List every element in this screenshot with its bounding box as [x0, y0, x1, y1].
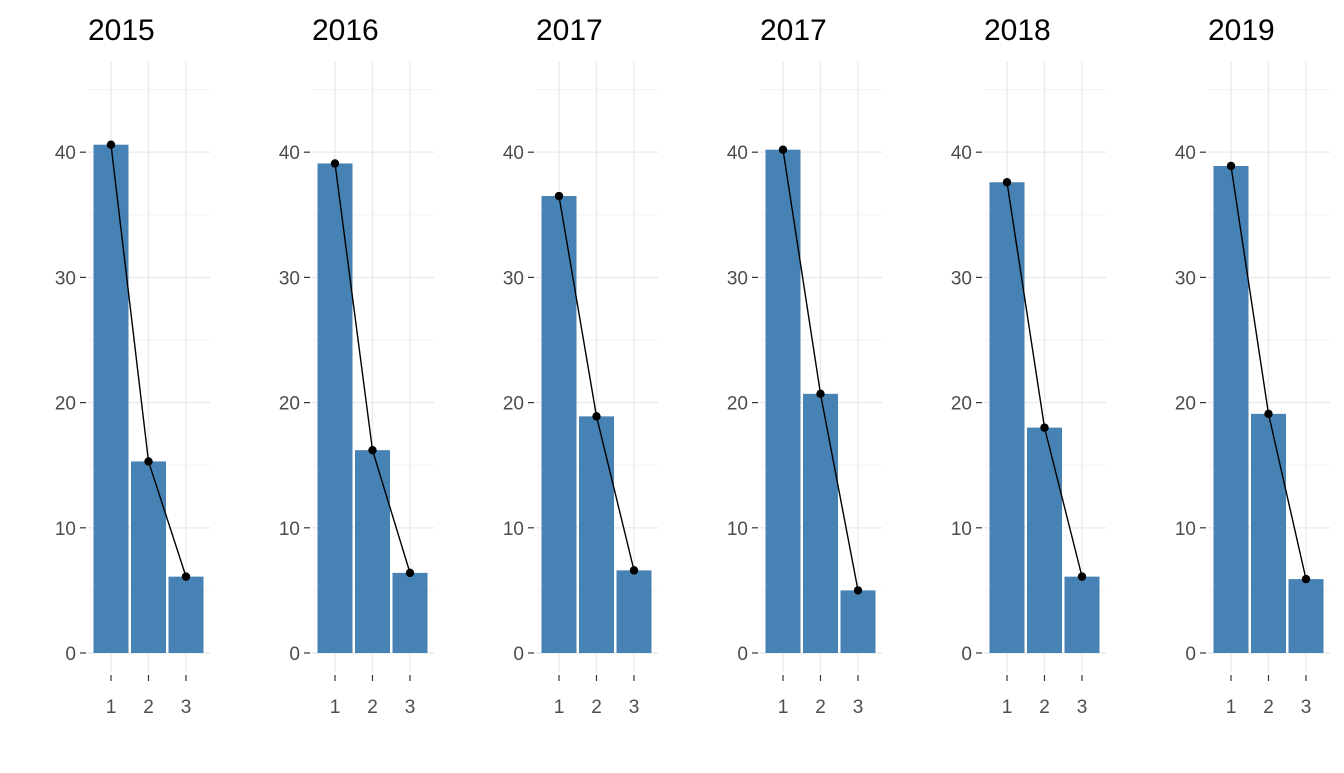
x-tick-label: 3 [405, 697, 416, 718]
y-tick-label: 10 [279, 519, 300, 540]
data-point [816, 389, 825, 399]
data-point [181, 572, 191, 581]
bar-3 [1064, 576, 1100, 653]
data-point [1301, 574, 1311, 584]
x-tick-label: 2 [143, 697, 154, 718]
bar-3 [616, 570, 652, 653]
y-tick-label: 0 [1185, 644, 1196, 665]
data-point [1040, 423, 1049, 432]
x-tick-label: 1 [554, 697, 565, 718]
bar-1 [1213, 165, 1249, 654]
bar-3 [840, 590, 876, 653]
panel-3: 2017 0 10 20 30 40 1 2 3 [503, 14, 658, 718]
x-tick-label: 2 [815, 697, 826, 718]
y-tick-label: 20 [279, 394, 300, 415]
y-tick-label: 10 [55, 519, 76, 540]
y-tick-label: 30 [55, 268, 76, 289]
bar-3 [168, 576, 204, 653]
data-point [1264, 409, 1273, 419]
y-tick-label: 0 [513, 644, 524, 665]
data-point [1077, 572, 1087, 581]
data-point [144, 457, 153, 466]
y-tick-label: 20 [1175, 394, 1196, 415]
data-point [106, 140, 116, 149]
y-tick-label: 30 [727, 268, 748, 289]
y-tick-label: 20 [727, 394, 748, 415]
y-tick-label: 10 [727, 519, 748, 540]
bar-2 [355, 450, 390, 653]
bar-3 [1288, 579, 1324, 653]
data-point [629, 566, 639, 575]
data-point [853, 586, 863, 595]
y-tick-label: 40 [503, 143, 524, 164]
y-tick-label: 10 [1175, 519, 1196, 540]
x-tick-label: 1 [1226, 697, 1237, 718]
x-tick-label: 3 [1301, 697, 1312, 718]
x-tick-label: 3 [181, 697, 192, 718]
panel-title: 2015 [88, 14, 155, 47]
y-tick-label: 30 [951, 268, 972, 289]
bar-2 [803, 393, 838, 653]
y-tick-label: 0 [65, 644, 76, 665]
panel-1: 2015 0 10 20 30 40 1 2 3 [55, 14, 210, 718]
y-tick-label: 0 [961, 644, 972, 665]
y-tick-label: 20 [951, 394, 972, 415]
y-tick-label: 40 [951, 143, 972, 164]
data-point [1226, 161, 1236, 171]
y-tick-label: 40 [1175, 143, 1196, 164]
y-tick-label: 40 [279, 143, 300, 164]
y-tick-label: 10 [951, 519, 972, 540]
panel-title: 2017 [536, 14, 603, 47]
x-tick-label: 2 [1039, 697, 1050, 718]
bar-3 [392, 572, 428, 653]
bar-1 [989, 182, 1025, 654]
x-tick-label: 1 [1002, 697, 1013, 718]
bar-1 [541, 196, 577, 653]
y-tick-label: 30 [503, 268, 524, 289]
bar-2 [131, 461, 166, 653]
data-point [1002, 178, 1012, 187]
bar-2 [579, 416, 614, 653]
bar-2 [1251, 413, 1286, 653]
x-tick-label: 1 [330, 697, 341, 718]
y-tick-label: 40 [55, 143, 76, 164]
bar-2 [1027, 427, 1062, 653]
panel-6: 2019 0 10 20 30 40 1 2 3 [1175, 14, 1330, 718]
data-point [778, 145, 788, 154]
x-tick-label: 2 [591, 697, 602, 718]
panel-title: 2019 [1208, 14, 1275, 47]
x-tick-label: 2 [367, 697, 378, 718]
panel-title: 2017 [760, 14, 827, 47]
x-tick-label: 3 [853, 697, 864, 718]
panel-4: 2017 0 10 20 30 40 1 2 3 [727, 14, 882, 718]
panel-5: 2018 0 10 20 30 40 1 2 3 [951, 14, 1106, 718]
bar-1 [765, 149, 801, 654]
y-tick-label: 10 [503, 519, 524, 540]
y-tick-label: 0 [737, 644, 748, 665]
x-tick-label: 1 [106, 697, 117, 718]
y-tick-label: 20 [55, 394, 76, 415]
data-point [405, 568, 415, 578]
y-tick-label: 0 [289, 644, 300, 665]
y-tick-label: 20 [503, 394, 524, 415]
bar-1 [93, 144, 129, 654]
y-tick-label: 40 [727, 143, 748, 164]
bar-1 [317, 163, 353, 653]
panel-title: 2016 [312, 14, 379, 47]
x-tick-label: 3 [629, 697, 640, 718]
x-tick-label: 2 [1263, 697, 1274, 718]
data-point [330, 159, 340, 168]
data-point [592, 412, 601, 421]
x-tick-label: 3 [1077, 697, 1088, 718]
x-tick-label: 1 [778, 697, 789, 718]
data-point [554, 191, 564, 201]
y-tick-label: 30 [1175, 268, 1196, 289]
data-point [368, 445, 377, 455]
panel-2: 2016 0 10 20 30 40 1 2 3 [279, 14, 434, 718]
panel-title: 2018 [984, 14, 1051, 47]
y-tick-label: 30 [279, 268, 300, 289]
